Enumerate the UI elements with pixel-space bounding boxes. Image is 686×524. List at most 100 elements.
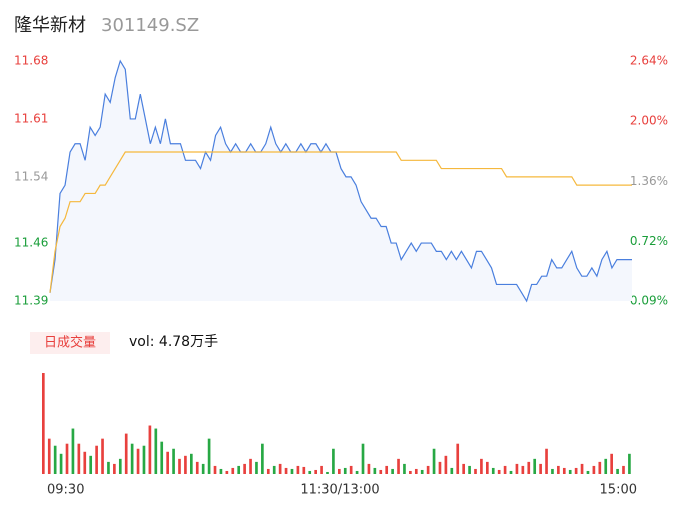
volume-bar [480, 458, 483, 474]
volume-bar [59, 453, 63, 474]
volume-bar [497, 469, 501, 474]
volume-bar [272, 465, 276, 474]
volume-bar [527, 461, 531, 474]
volume-bar [231, 467, 235, 474]
volume-bar [361, 443, 365, 474]
volume-bar [397, 458, 400, 474]
volume-bar [462, 463, 465, 474]
x-tick-label: 15:00 [600, 483, 637, 498]
volume-bar [385, 465, 389, 474]
volume-bar [314, 469, 317, 474]
volume-bar [166, 451, 169, 474]
price-line [49, 59, 632, 303]
volume-button-bg[interactable] [30, 332, 110, 354]
volume-bar [391, 468, 394, 474]
volume-bar [367, 463, 371, 474]
volume-bar [124, 433, 128, 474]
y2-tick-label: 0.72% [630, 234, 668, 248]
volume-bar [604, 458, 608, 474]
volume-bar [296, 465, 300, 474]
volume-bar [308, 470, 312, 474]
volume-bar [113, 463, 116, 474]
price-area [50, 61, 632, 301]
volume-bar [207, 438, 211, 474]
volume-bar [195, 461, 199, 474]
volume-bar [142, 445, 146, 474]
volume-bar [266, 468, 270, 474]
stock-name: 隆华新材 [14, 15, 86, 36]
volume-bar [95, 445, 98, 474]
volume-bar [243, 463, 246, 474]
volume-bar [338, 468, 341, 474]
volume-bar [136, 448, 140, 474]
volume-bar [302, 466, 306, 474]
volume-bar [420, 469, 424, 474]
volume-bar [83, 451, 87, 474]
volume-bar [562, 467, 566, 474]
volume-bar [47, 438, 51, 474]
volume-bar [65, 443, 69, 474]
volume-bar [515, 463, 519, 474]
volume-bar [557, 465, 560, 474]
volume-bar [154, 428, 158, 474]
volume-bar [438, 461, 442, 474]
volume-bar [491, 467, 495, 474]
volume-bar [403, 463, 406, 474]
volume-bar [219, 468, 223, 474]
volume-bar [71, 428, 75, 474]
volume-bar [414, 468, 418, 474]
volume-bar [598, 461, 602, 474]
volume-bar [343, 467, 347, 474]
volume-bar [355, 470, 359, 474]
volume-bar [178, 458, 181, 474]
volume-bar [486, 461, 489, 474]
volume-bar [628, 453, 631, 474]
volume-bar [190, 453, 193, 474]
volume-bar [249, 458, 252, 474]
volume-bar [349, 465, 353, 474]
volume-bar [101, 438, 104, 474]
volume-bar [326, 471, 329, 474]
y2-tick-label: 2.64% [630, 54, 668, 68]
volume-bar [622, 465, 625, 474]
volume-bar [42, 373, 45, 474]
volume-bar [551, 468, 554, 474]
volume-bar [184, 455, 187, 474]
y2-tick-label: 2.00% [630, 114, 668, 128]
volume-bar [172, 448, 175, 474]
x-tick-label: 09:30 [47, 483, 84, 498]
volume-bar [616, 468, 619, 474]
volume-bar [379, 469, 383, 474]
volume-bar [255, 461, 258, 474]
y-tick-label: 11.54 [14, 169, 48, 183]
volume-bar [77, 443, 81, 474]
volume-bar [290, 468, 294, 474]
volume-bar [160, 441, 164, 474]
volume-bar [53, 445, 57, 474]
volume-bar [148, 425, 152, 474]
volume-bar [89, 455, 93, 474]
volume-bar [456, 443, 460, 474]
volume-bar [545, 448, 548, 474]
volume-bar [130, 443, 134, 474]
y-tick-label: 11.46 [14, 236, 48, 250]
y2-tick-label: 0.09% [630, 294, 668, 308]
volume-bar [320, 465, 323, 474]
x-tick-label: 11:30/13:00 [300, 483, 379, 498]
volume-bar [201, 463, 205, 474]
volume-bar [225, 470, 229, 474]
volume-bar [373, 467, 377, 474]
volume-bar [284, 467, 288, 474]
volume-bar [450, 467, 454, 474]
volume-bar [426, 465, 430, 474]
volume-bar [592, 465, 596, 474]
stock-code: 301149.SZ [101, 15, 199, 36]
volume-bar [586, 470, 590, 474]
volume-bar [474, 468, 477, 474]
volume-button[interactable]: 日成交量 [44, 335, 96, 351]
volume-bar [580, 463, 584, 474]
y-tick-label: 11.61 [14, 111, 48, 125]
volume-bar [444, 455, 448, 474]
